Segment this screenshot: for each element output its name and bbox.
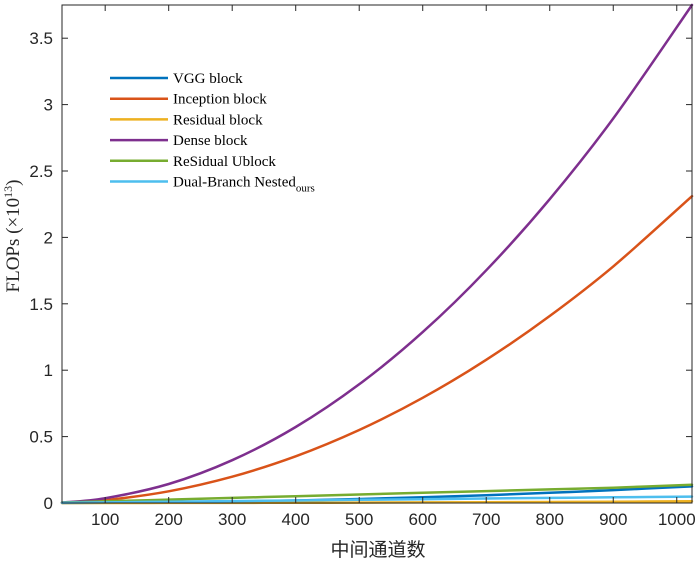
series-line-5 — [60, 483, 694, 504]
x-tick-label: 100 — [91, 510, 119, 529]
legend-label: Residual block — [173, 112, 263, 128]
y-tick-label: 0.5 — [29, 428, 53, 447]
x-tick-label: 200 — [155, 510, 183, 529]
y-axis-label-prefix: FLOPs (×10 — [3, 198, 24, 293]
legend-label: Inception block — [173, 92, 267, 108]
x-axis: 100 200 300 400 500 600 700 800 900 1000 — [91, 5, 696, 529]
y-tick-label: 3 — [44, 96, 53, 115]
y-tick-label: 0 — [44, 494, 53, 513]
y-tick-label: 3.5 — [29, 29, 53, 48]
y-tick-label: 2.5 — [29, 162, 53, 181]
legend-label-subscript: ours — [296, 183, 315, 195]
x-tick-label: 500 — [345, 510, 373, 529]
legend-label-text: Inception block — [173, 92, 267, 108]
series-line-2 — [60, 194, 694, 504]
legend-label: Dual-Branch Nestedours — [173, 175, 315, 195]
y-axis-label-suffix: ) — [3, 180, 24, 186]
x-tick-label: 1000 — [658, 510, 696, 529]
legend-label: ReSidual Ublock — [173, 154, 276, 170]
x-tick-label: 300 — [218, 510, 246, 529]
legend-label: VGG block — [173, 71, 243, 87]
x-tick-label: 900 — [599, 510, 627, 529]
y-tick-label: 1.5 — [29, 295, 53, 314]
legend-label-text: Residual block — [173, 112, 263, 128]
legend-label-text: Dual-Branch Nested — [173, 175, 296, 191]
x-tick-label: 800 — [536, 510, 564, 529]
legend-label-text: Dense block — [173, 133, 248, 149]
legend: VGG block Inception block Residual block De… — [110, 71, 315, 195]
x-tick-label: 700 — [472, 510, 500, 529]
y-axis: 0 0.5 1 1.5 2 2.5 3 3.5 — [29, 29, 692, 513]
legend-label-text: VGG block — [173, 71, 243, 87]
y-axis-label: FLOPs (×1013) — [1, 180, 24, 293]
x-tick-label: 600 — [409, 510, 437, 529]
y-tick-label: 2 — [44, 228, 53, 247]
plot-area — [62, 5, 692, 503]
x-tick-label: 400 — [282, 510, 310, 529]
series-line-4 — [60, 3, 694, 504]
y-axis-label-exponent: 13 — [1, 186, 15, 198]
plot-frame — [61, 4, 693, 504]
legend-label: Dense block — [173, 133, 248, 149]
y-tick-label: 1 — [44, 361, 53, 380]
x-axis-label: 中间通道数 — [330, 539, 425, 561]
legend-label-text: ReSidual Ublock — [173, 154, 276, 170]
